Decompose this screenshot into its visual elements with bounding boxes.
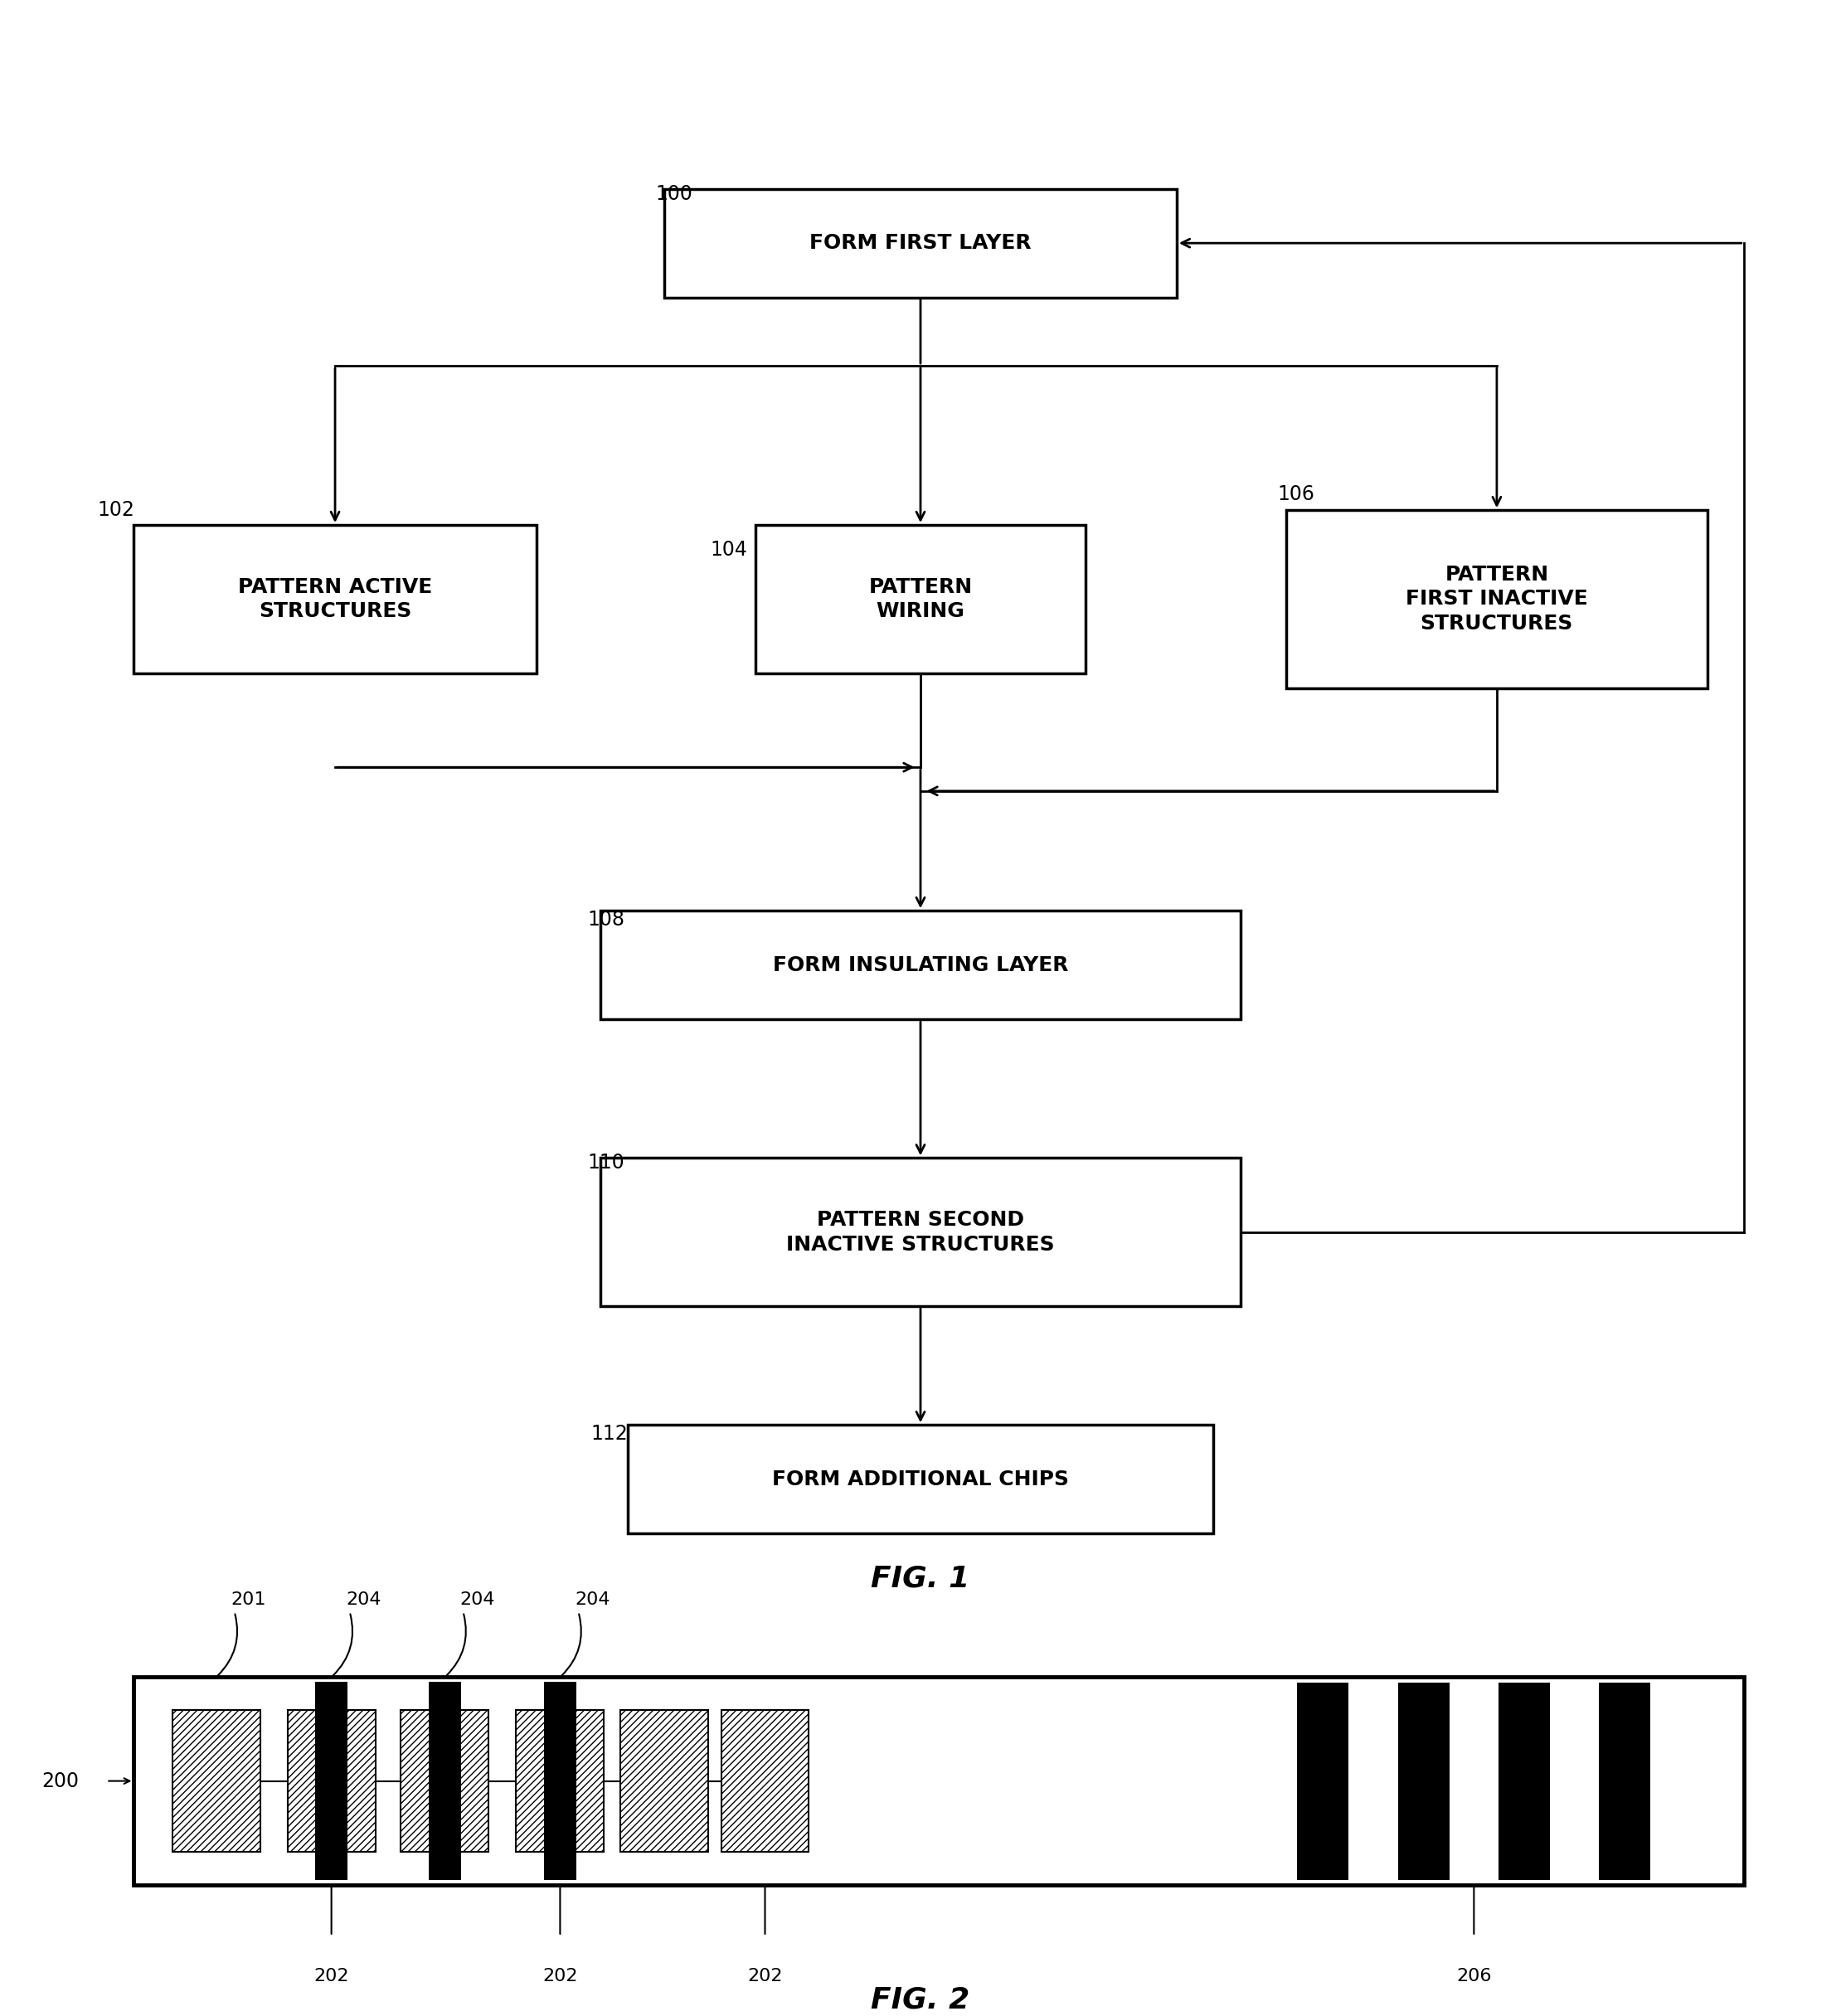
Text: 202: 202 (747, 1968, 782, 1984)
Text: FIG. 2: FIG. 2 (871, 1986, 970, 2014)
Text: 104: 104 (711, 540, 747, 560)
Bar (173, 1710, 260, 1853)
Text: FORM ADDITIONAL CHIPS: FORM ADDITIONAL CHIPS (771, 1470, 1070, 1490)
Text: FORM FIRST LAYER: FORM FIRST LAYER (810, 234, 1031, 254)
Bar (134, 1677, 1743, 1885)
FancyBboxPatch shape (1287, 510, 1707, 687)
Bar (620, 1710, 709, 1853)
Bar (1499, 1681, 1550, 1879)
Text: 201: 201 (230, 1591, 267, 1609)
Text: 200: 200 (42, 1770, 79, 1790)
Text: 108: 108 (587, 909, 624, 929)
Text: 110: 110 (587, 1153, 624, 1173)
Text: 202: 202 (543, 1968, 578, 1984)
FancyBboxPatch shape (600, 911, 1241, 1020)
Bar (543, 1681, 576, 1879)
Text: 106: 106 (1278, 484, 1314, 504)
FancyBboxPatch shape (134, 524, 536, 673)
Bar (429, 1681, 462, 1879)
Text: PATTERN SECOND
INACTIVE STRUCTURES: PATTERN SECOND INACTIVE STRUCTURES (786, 1210, 1055, 1254)
Bar (401, 1710, 488, 1853)
Text: 204: 204 (346, 1591, 381, 1609)
Bar (315, 1681, 348, 1879)
Text: 100: 100 (655, 183, 692, 204)
Bar (722, 1710, 808, 1853)
Text: 102: 102 (98, 500, 134, 520)
FancyBboxPatch shape (600, 1157, 1241, 1306)
Text: PATTERN ACTIVE
STRUCTURES: PATTERN ACTIVE STRUCTURES (237, 577, 433, 621)
Bar (515, 1710, 604, 1853)
FancyBboxPatch shape (628, 1425, 1213, 1534)
Text: 202: 202 (313, 1968, 350, 1984)
Bar (287, 1710, 376, 1853)
Text: FIG. 1: FIG. 1 (871, 1564, 970, 1593)
Text: 204: 204 (460, 1591, 495, 1609)
Text: 204: 204 (574, 1591, 609, 1609)
Bar (1397, 1681, 1449, 1879)
FancyBboxPatch shape (757, 524, 1084, 673)
Text: FORM INSULATING LAYER: FORM INSULATING LAYER (773, 956, 1068, 976)
Bar (1600, 1681, 1651, 1879)
Bar (1298, 1681, 1349, 1879)
Text: 206: 206 (1456, 1968, 1491, 1984)
Text: PATTERN
WIRING: PATTERN WIRING (869, 577, 972, 621)
Text: 112: 112 (591, 1423, 628, 1443)
FancyBboxPatch shape (665, 190, 1176, 298)
Text: PATTERN
FIRST INACTIVE
STRUCTURES: PATTERN FIRST INACTIVE STRUCTURES (1407, 564, 1589, 633)
